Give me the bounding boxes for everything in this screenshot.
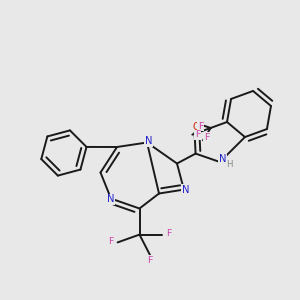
- Text: F: F: [108, 237, 114, 246]
- Text: F: F: [166, 230, 171, 238]
- Text: N: N: [145, 136, 152, 146]
- Text: F: F: [198, 122, 203, 131]
- Text: O: O: [192, 122, 200, 132]
- Text: H: H: [226, 160, 233, 169]
- Text: F: F: [147, 256, 153, 265]
- Text: N: N: [182, 184, 189, 195]
- Text: F: F: [195, 130, 200, 139]
- Text: F: F: [204, 133, 209, 142]
- Text: N: N: [107, 194, 114, 205]
- Text: N: N: [218, 154, 226, 164]
